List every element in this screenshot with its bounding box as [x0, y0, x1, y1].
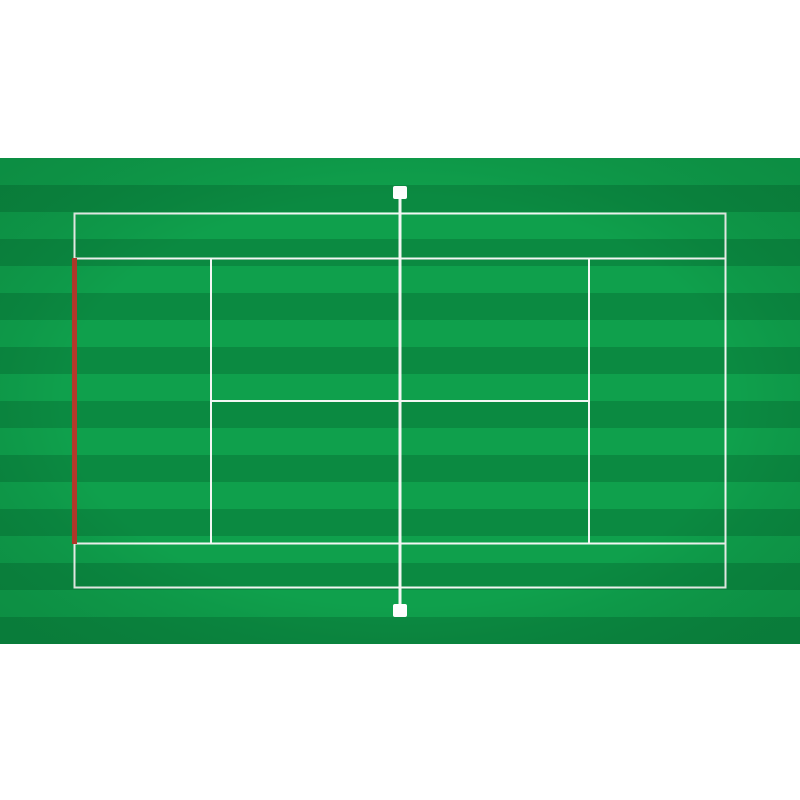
court-drawing [0, 158, 800, 644]
vignette-overlay [0, 158, 800, 644]
tennis-court [0, 158, 800, 644]
